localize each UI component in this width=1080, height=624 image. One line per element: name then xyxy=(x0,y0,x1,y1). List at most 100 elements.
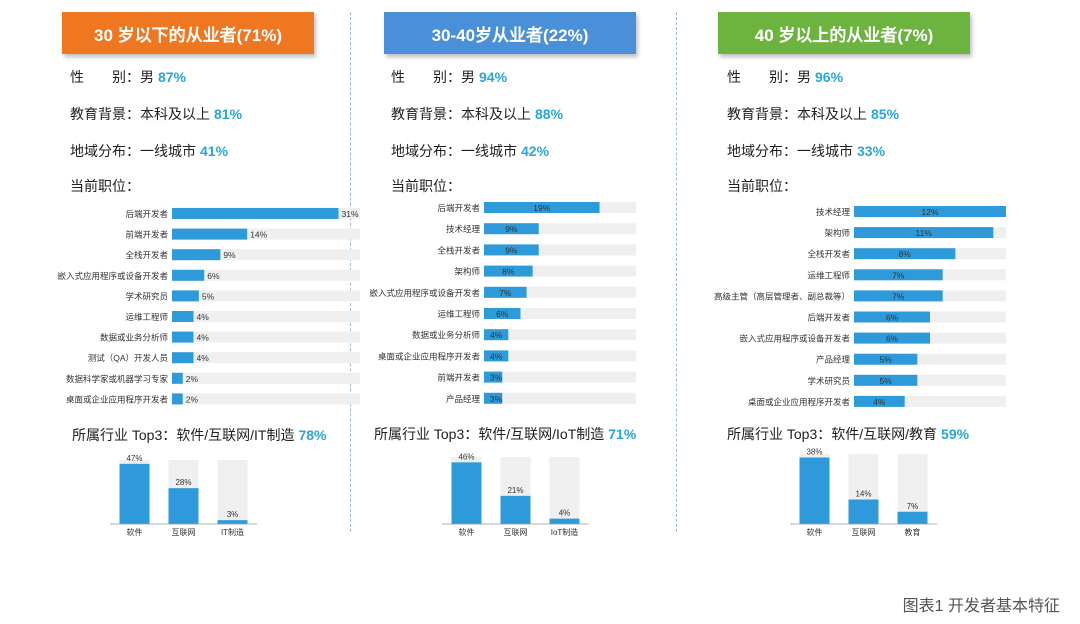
gender-stat: 性 别：男 94% xyxy=(391,67,507,87)
position-title: 当前职位： xyxy=(727,176,797,196)
position-row: 产品经理 5% xyxy=(816,353,1006,365)
position-category-label: 全栈开发者 xyxy=(807,249,850,259)
position-category-label: 全栈开发者 xyxy=(125,250,168,260)
position-row: 数据科学家或机器学习专家 2% xyxy=(66,372,360,384)
bar-track xyxy=(484,286,636,298)
position-category-label: 产品经理 xyxy=(816,355,851,365)
position-bar xyxy=(484,350,509,362)
industry-column: 28% 互联网 xyxy=(168,460,199,537)
bar-track xyxy=(484,223,636,235)
industry-column: 7% 教育 xyxy=(897,454,928,537)
position-bar xyxy=(484,202,600,213)
industry-bar xyxy=(217,520,248,524)
position-bar xyxy=(484,308,521,319)
position-value-label: 4% xyxy=(196,333,209,343)
position-value-label: 4% xyxy=(873,397,886,407)
position-bar xyxy=(854,248,956,260)
position-row: 嵌入式应用程序或设备开发者 6% xyxy=(739,332,1006,344)
position-bar xyxy=(172,228,248,240)
industry-bar xyxy=(549,518,580,524)
position-value-label: 8% xyxy=(899,249,912,259)
industry-value-label: 14% xyxy=(855,490,871,499)
industry-stat: 所属行业 Top3：软件/互联网/IT制造 78% xyxy=(72,425,327,445)
region-label: 地域分布：一线城市 xyxy=(727,143,853,159)
position-value-label: 8% xyxy=(502,267,515,277)
gender-suffix: 别：男 xyxy=(769,69,811,85)
industry-category-label: 教育 xyxy=(905,527,921,537)
industry-category-label: 软件 xyxy=(127,527,143,537)
gender-stat: 性 别：男 96% xyxy=(727,67,843,87)
bar-track xyxy=(172,228,360,240)
position-value-label: 4% xyxy=(490,330,503,340)
position-row: 全栈开发者 9% xyxy=(437,244,636,256)
education-pct: 81% xyxy=(214,106,243,122)
education-stat: 教育背景：本科及以上 85% xyxy=(727,104,899,124)
position-bar xyxy=(854,374,918,386)
region-stat: 地域分布：一线城市 33% xyxy=(727,141,885,161)
column-track xyxy=(217,460,248,524)
position-category-label: 后端开发者 xyxy=(125,209,168,219)
bar-track xyxy=(484,265,636,277)
position-category-label: 前端开发者 xyxy=(125,230,168,240)
bar-track xyxy=(172,331,360,343)
industry-bar xyxy=(500,495,531,524)
position-value-label: 19% xyxy=(533,203,550,213)
position-row: 数据或业务分析师 4% xyxy=(412,329,636,341)
industry-stat: 所属行业 Top3：软件/互联网/教育 59% xyxy=(727,424,969,444)
position-bar xyxy=(172,372,183,384)
industry-bar xyxy=(799,457,830,524)
position-row: 运维工程师 7% xyxy=(807,269,1006,281)
position-bar xyxy=(172,290,199,302)
bar-track xyxy=(172,393,360,405)
industry-bar-chart: 47% 软件 28% 互联网 3% IT制造 xyxy=(110,454,257,537)
position-value-label: 6% xyxy=(886,313,899,323)
position-row: 测试（QA）开发人员 4% xyxy=(88,352,360,364)
bar-track xyxy=(172,311,360,322)
industry-bar xyxy=(451,462,482,524)
gender-label: 性 xyxy=(727,69,741,85)
education-pct: 88% xyxy=(535,106,564,122)
age-group-panel-under-30: 30 岁以下的从业者(71%) 性 别：男 87% 教育背景：本科及以上 81% 地域… xyxy=(50,0,360,540)
industry-bar-chart: 46% 软件 21% 互联网 4% IoT制造 xyxy=(442,452,589,537)
gender-male-pct: 87% xyxy=(158,69,187,85)
industry-bar xyxy=(119,463,150,524)
position-category-label: 运维工程师 xyxy=(807,270,850,280)
position-value-label: 9% xyxy=(505,245,518,255)
bar-track xyxy=(484,308,636,319)
industry-label: 所属行业 Top3：软件/互联网/IT制造 xyxy=(72,427,295,443)
position-category-label: 产品经理 xyxy=(446,394,481,404)
education-label: 教育背景：本科及以上 xyxy=(727,106,867,122)
industry-category-label: IT制造 xyxy=(221,527,244,537)
region-label: 地域分布：一线城市 xyxy=(70,143,196,159)
industry-value-label: 46% xyxy=(458,452,474,461)
industry-column: 46% 软件 xyxy=(451,452,482,537)
position-value-label: 5% xyxy=(880,355,893,365)
position-bar xyxy=(854,206,1006,217)
industry-pct: 71% xyxy=(608,426,637,442)
position-category-label: 数据或业务分析师 xyxy=(100,333,169,343)
position-value-label: 6% xyxy=(496,309,509,319)
region-pct: 41% xyxy=(200,143,229,159)
position-row: 全栈开发者 9% xyxy=(125,249,360,261)
position-row: 高级主管（高层管理者、副总裁等） 7% xyxy=(714,290,1006,302)
position-value-label: 2% xyxy=(186,374,199,384)
position-category-label: 运维工程师 xyxy=(125,312,168,322)
position-bar xyxy=(172,311,194,322)
gender-suffix: 别：男 xyxy=(433,69,475,85)
position-bar xyxy=(854,395,905,407)
panel-header: 30 岁以下的从业者(71%) xyxy=(62,12,314,54)
position-category-label: 测试（QA）开发人员 xyxy=(88,353,168,363)
position-row: 全栈开发者 8% xyxy=(807,248,1006,260)
position-value-label: 6% xyxy=(886,334,899,344)
bar-track xyxy=(172,269,360,281)
position-value-label: 11% xyxy=(915,228,932,238)
industry-category-label: 互联网 xyxy=(504,528,528,537)
industry-column: 3% IT制造 xyxy=(217,460,248,537)
position-category-label: 数据或业务分析师 xyxy=(412,330,481,340)
industry-category-label: IoT制造 xyxy=(551,527,579,537)
position-category-label: 后端开发者 xyxy=(807,313,850,323)
position-value-label: 4% xyxy=(196,353,209,363)
gender-suffix: 别：男 xyxy=(112,69,154,85)
industry-bar xyxy=(848,499,879,524)
industry-bar xyxy=(168,488,199,524)
